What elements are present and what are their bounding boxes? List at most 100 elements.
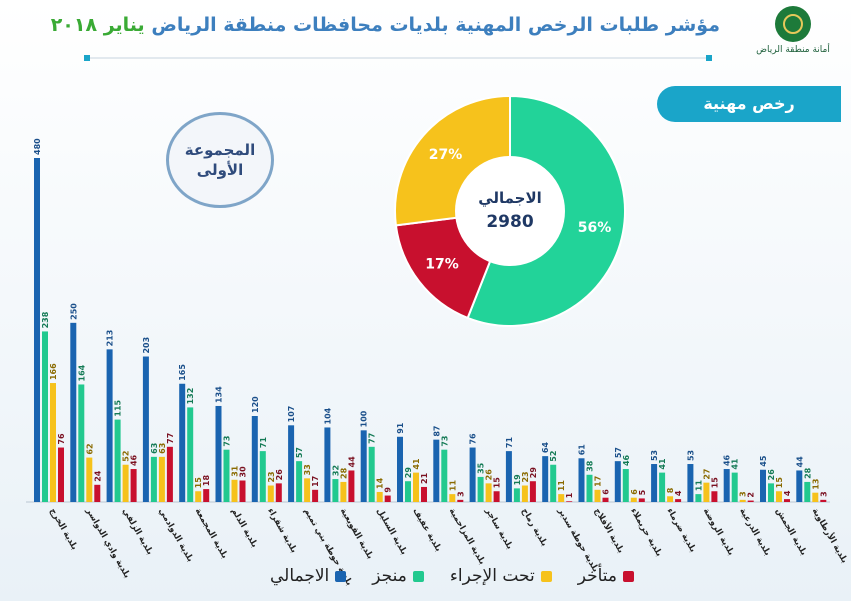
bar-3-8 [348, 470, 355, 502]
bar-label-3-3: 77 [166, 433, 175, 444]
bar-label-2-1: 62 [85, 443, 94, 454]
bar-label-3-12: 15 [493, 477, 502, 489]
bar-0-9 [360, 430, 367, 502]
bar-1-3 [150, 456, 157, 502]
bar-3-3 [166, 446, 173, 502]
bar-label-2-3: 63 [158, 443, 167, 454]
bar-1-9 [368, 446, 375, 502]
bar-label-3-6: 26 [275, 469, 284, 481]
bar-0-6 [251, 416, 258, 502]
bar-1-0 [42, 331, 48, 502]
bar-1-11 [441, 449, 448, 502]
pie-slice-label-0: 56% [578, 220, 612, 236]
bar-label-2-15: 17 [594, 476, 603, 487]
bar-2-16 [630, 497, 637, 502]
bar-3-14 [566, 501, 573, 502]
bar-2-10 [413, 472, 419, 502]
bar-1-7 [296, 461, 303, 502]
bar-label-1-7: 57 [295, 447, 304, 458]
bar-label-0-13: 71 [505, 437, 514, 449]
bar-2-0 [50, 383, 56, 502]
bar-2-20 [776, 491, 782, 502]
bar-label-1-11: 73 [440, 436, 449, 447]
bar-2-14 [558, 494, 565, 502]
bar-label-3-1: 24 [93, 470, 102, 482]
bar-label-3-5: 30 [239, 466, 248, 478]
legend-item-2: تحت الإجراء [450, 566, 552, 586]
bar-0-19 [723, 469, 730, 502]
bar-label-3-7: 17 [311, 476, 320, 487]
bar-label-2-7: 33 [303, 464, 312, 475]
bar-0-20 [760, 469, 766, 502]
bar-label-2-0: 166 [49, 363, 58, 380]
bar-0-12 [469, 447, 476, 502]
bar-label-2-19: 3 [739, 491, 748, 497]
bar-1-6 [259, 451, 266, 502]
bar-3-21 [820, 499, 827, 502]
group-circle: المجموعة الأولى [166, 112, 274, 208]
bar-0-17 [651, 464, 658, 502]
bar-label-2-20: 15 [775, 477, 784, 489]
bar-label-2-9: 14 [376, 477, 385, 489]
bar-2-19 [739, 499, 746, 502]
bar-label-2-10: 41 [412, 458, 421, 470]
legend-item-3: متأخر [578, 566, 635, 586]
bar-0-7 [288, 425, 295, 502]
bar-0-15 [578, 458, 585, 502]
bar-0-13 [505, 451, 512, 502]
bar-label-2-12: 26 [485, 469, 494, 481]
bar-label-1-13: 19 [513, 474, 522, 486]
bar-label-3-13: 29 [529, 467, 538, 479]
bar-3-2 [130, 469, 137, 502]
bar-label-3-18: 15 [710, 477, 719, 489]
bar-1-20 [768, 483, 774, 502]
bar-label-0-19: 46 [723, 454, 732, 466]
bar-label-3-21: 3 [819, 491, 828, 497]
bar-label-1-16: 46 [622, 454, 631, 466]
pie-slice-label-2: 27% [429, 147, 463, 163]
bar-label-3-4: 18 [202, 475, 211, 487]
bar-label-2-14: 11 [557, 480, 566, 492]
bar-label-0-1: 250 [69, 303, 78, 320]
bar-3-16 [638, 498, 645, 502]
group-line2: الأولى [196, 161, 244, 179]
bar-2-5 [231, 479, 238, 502]
title-main: مؤشر طلبات الرخص المهنية بلديات محافظات … [151, 14, 720, 36]
legend-item-1: منجز [372, 566, 424, 586]
bar-label-1-0: 238 [41, 311, 50, 328]
bar-1-19 [731, 472, 738, 502]
bar-3-4 [203, 489, 210, 502]
bar-3-0 [58, 447, 64, 502]
title-date: يناير ٢٠١٨ [50, 14, 145, 36]
legend-swatch-2 [540, 570, 552, 582]
bar-2-4 [195, 491, 202, 502]
bar-0-0 [34, 158, 40, 502]
bar-0-1 [70, 322, 77, 502]
bar-2-13 [521, 485, 528, 502]
bar-label-0-17: 53 [650, 450, 659, 461]
bar-1-21 [804, 481, 811, 502]
bar-label-3-10: 21 [420, 472, 429, 484]
bar-1-13 [513, 488, 520, 502]
bar-label-3-0: 76 [57, 433, 66, 445]
bar-label-1-17: 41 [658, 458, 667, 470]
bar-label-2-11: 11 [448, 480, 457, 492]
bar-label-2-8: 28 [339, 467, 348, 479]
bar-3-17 [675, 499, 682, 502]
bar-0-3 [142, 356, 149, 502]
bar-3-6 [275, 483, 282, 502]
bar-0-18 [687, 464, 694, 502]
bar-3-10 [421, 486, 427, 502]
bar-label-1-12: 35 [477, 462, 486, 474]
bar-0-10 [397, 436, 403, 502]
bar-label-3-19: 2 [747, 492, 756, 498]
bar-1-1 [78, 384, 85, 502]
bar-label-1-10: 29 [404, 467, 413, 479]
bar-label-0-15: 61 [578, 444, 587, 456]
bar-0-21 [796, 470, 803, 502]
bar-0-16 [614, 461, 621, 502]
bar-2-15 [594, 489, 601, 502]
bar-label-1-6: 71 [259, 437, 268, 449]
bar-label-0-3: 203 [142, 337, 151, 354]
bar-label-0-2: 213 [106, 330, 115, 347]
